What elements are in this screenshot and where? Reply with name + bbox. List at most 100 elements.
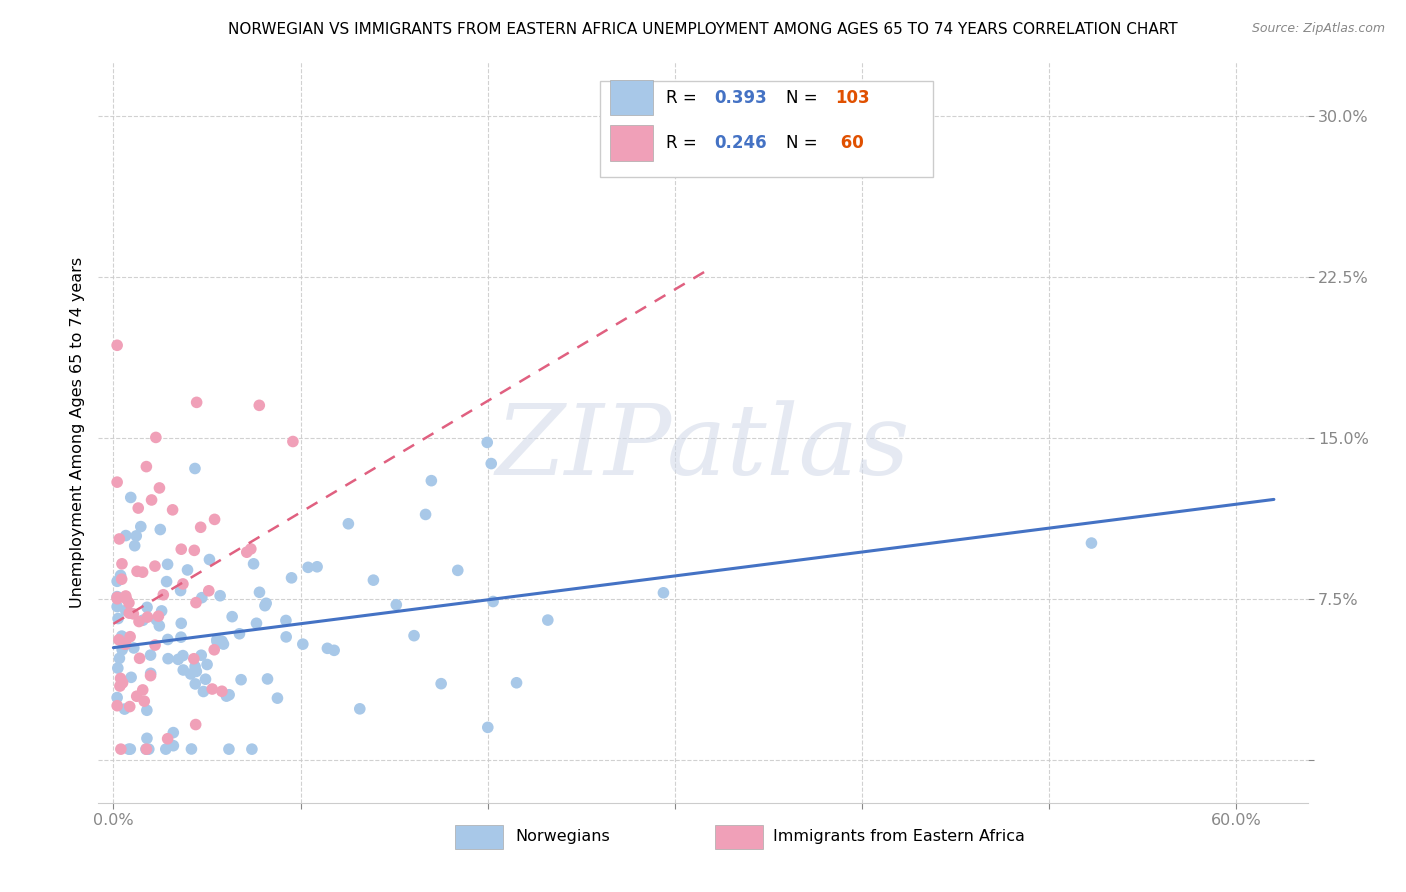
Point — [307, 559, 329, 574]
Point — [256, 672, 278, 686]
Point — [205, 632, 228, 647]
FancyBboxPatch shape — [600, 81, 932, 178]
Text: N =: N = — [786, 88, 824, 106]
Point — [193, 684, 215, 698]
Point — [111, 572, 134, 586]
Point — [430, 676, 453, 690]
Point — [209, 589, 232, 603]
Point — [132, 613, 155, 627]
Text: Immigrants from Eastern Africa: Immigrants from Eastern Africa — [773, 829, 1025, 844]
Point — [402, 629, 425, 643]
Point — [136, 731, 159, 746]
Point — [652, 586, 675, 600]
Point — [281, 434, 304, 449]
Point — [236, 545, 259, 559]
Text: 60: 60 — [835, 134, 863, 152]
Point — [479, 457, 502, 471]
Point — [115, 591, 138, 606]
Point — [125, 564, 148, 578]
Point — [190, 648, 212, 663]
Point — [120, 742, 142, 756]
Point — [105, 338, 128, 352]
Point — [316, 641, 339, 656]
Point — [139, 668, 162, 682]
Point — [122, 607, 145, 621]
Point — [141, 493, 163, 508]
Point — [107, 611, 129, 625]
Point — [253, 599, 276, 613]
Text: R =: R = — [665, 88, 702, 106]
Point — [162, 503, 184, 517]
Point — [337, 516, 360, 531]
Point — [129, 519, 152, 533]
Point — [184, 461, 207, 475]
Point — [111, 557, 134, 571]
Point — [105, 590, 128, 604]
Point — [180, 667, 202, 681]
Point — [162, 725, 184, 739]
Text: NORWEGIAN VS IMMIGRANTS FROM EASTERN AFRICA UNEMPLOYMENT AMONG AGES 65 TO 74 YEA: NORWEGIAN VS IMMIGRANTS FROM EASTERN AFR… — [228, 22, 1178, 37]
Point — [114, 603, 136, 617]
Point — [201, 681, 224, 696]
Text: Norwegians: Norwegians — [516, 829, 610, 844]
Point — [139, 648, 162, 662]
Point — [105, 599, 128, 614]
Point — [363, 573, 385, 587]
Point — [143, 638, 166, 652]
Point — [291, 637, 314, 651]
Point — [156, 632, 179, 647]
Point — [254, 596, 277, 610]
Point — [276, 630, 298, 644]
Point — [297, 560, 319, 574]
Text: Source: ZipAtlas.com: Source: ZipAtlas.com — [1251, 22, 1385, 36]
Point — [211, 684, 233, 698]
Point — [247, 398, 270, 412]
Point — [218, 688, 240, 702]
Point — [184, 677, 207, 691]
Point — [118, 699, 141, 714]
Point — [170, 616, 193, 631]
Point — [385, 598, 408, 612]
Point — [537, 613, 560, 627]
Point — [186, 665, 208, 679]
Point — [118, 606, 141, 620]
Point — [114, 589, 136, 603]
Point — [114, 637, 136, 651]
Point — [148, 609, 170, 624]
Point — [170, 630, 193, 644]
Point — [349, 702, 371, 716]
Point — [155, 742, 177, 756]
Point — [194, 672, 217, 686]
Text: N =: N = — [786, 134, 824, 152]
Point — [228, 626, 250, 640]
Point — [118, 742, 141, 756]
Point — [218, 742, 240, 756]
Point — [135, 742, 157, 756]
Point — [134, 694, 156, 708]
Point — [128, 615, 150, 629]
Point — [131, 565, 153, 579]
Point — [135, 703, 157, 717]
Point — [120, 670, 142, 684]
Point — [132, 682, 155, 697]
Point — [125, 690, 148, 704]
Point — [242, 557, 264, 571]
Point — [107, 661, 129, 675]
Text: R =: R = — [665, 134, 702, 152]
Point — [176, 563, 198, 577]
Point — [110, 742, 132, 756]
Point — [202, 642, 225, 657]
Point — [195, 657, 218, 672]
Point — [172, 648, 194, 663]
Point — [482, 594, 505, 608]
Point — [249, 585, 271, 599]
Text: 0.393: 0.393 — [714, 88, 766, 106]
Point — [138, 742, 160, 756]
Point — [136, 600, 159, 615]
Bar — [716, 825, 763, 848]
Point — [167, 652, 190, 666]
Point — [127, 501, 149, 516]
Point — [148, 481, 170, 495]
Point — [114, 702, 136, 716]
Point — [105, 574, 128, 589]
